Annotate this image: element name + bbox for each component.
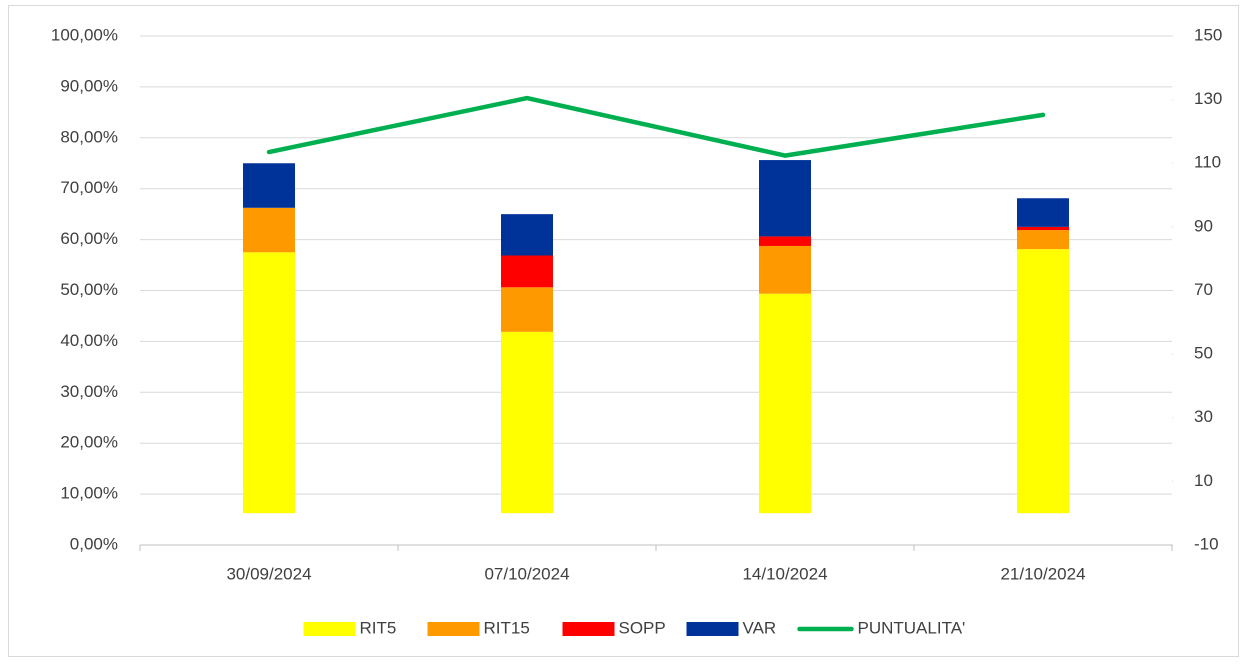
x-tick-label: 14/10/2024 — [742, 564, 827, 583]
bar — [501, 214, 553, 256]
legend-label: SOPP — [619, 618, 666, 637]
legend-swatch — [427, 622, 480, 636]
y-tick-label: 70,00% — [60, 178, 118, 197]
bar — [501, 255, 553, 288]
y-tick-label: 100,00% — [51, 25, 118, 44]
y2-tick-label: 150 — [1194, 25, 1222, 44]
bar — [759, 245, 811, 294]
x-tick-label: 07/10/2024 — [484, 564, 569, 583]
y-tick-label: 80,00% — [60, 127, 118, 146]
bar — [1017, 226, 1069, 231]
bar — [501, 331, 553, 514]
y-tick-label: 30,00% — [60, 382, 118, 401]
legend-swatch — [686, 622, 739, 636]
y2-tick-label: 90 — [1194, 216, 1213, 235]
x-tick-label: 21/10/2024 — [1000, 564, 1085, 583]
bar — [243, 252, 295, 514]
y2-tick-label: 30 — [1194, 407, 1213, 426]
y-tick-label: 50,00% — [60, 280, 118, 299]
legend-label: RIT15 — [484, 618, 530, 637]
bar — [1017, 198, 1069, 227]
x-tick-label: 30/09/2024 — [226, 564, 311, 583]
y2-tick-label: 50 — [1194, 344, 1213, 363]
y2-tick-label: 10 — [1194, 471, 1213, 490]
y-tick-label: 90,00% — [60, 76, 118, 95]
bar — [243, 163, 295, 208]
bar — [759, 160, 811, 237]
legend-label: RIT5 — [360, 618, 397, 637]
bar — [759, 236, 811, 246]
legend-label: PUNTUALITA' — [858, 618, 966, 637]
bar — [243, 207, 295, 253]
legend-swatch — [562, 622, 615, 636]
y2-tick-label: 70 — [1194, 280, 1213, 299]
y-tick-label: 60,00% — [60, 229, 118, 248]
y-tick-label: 0,00% — [70, 534, 118, 553]
line — [266, 95, 1046, 158]
y-tick-label: 20,00% — [60, 433, 118, 452]
y-tick-label: 40,00% — [60, 331, 118, 350]
y-tick-label: 10,00% — [60, 484, 118, 503]
bar — [501, 287, 553, 332]
bar — [759, 293, 811, 514]
legend-swatch — [303, 622, 356, 636]
bar — [1017, 249, 1069, 514]
y2-tick-label: -10 — [1194, 534, 1219, 553]
y2-tick-label: 110 — [1194, 153, 1221, 172]
bar — [1017, 230, 1069, 250]
y2-tick-label: 130 — [1194, 89, 1222, 108]
legend-label: VAR — [743, 618, 777, 637]
